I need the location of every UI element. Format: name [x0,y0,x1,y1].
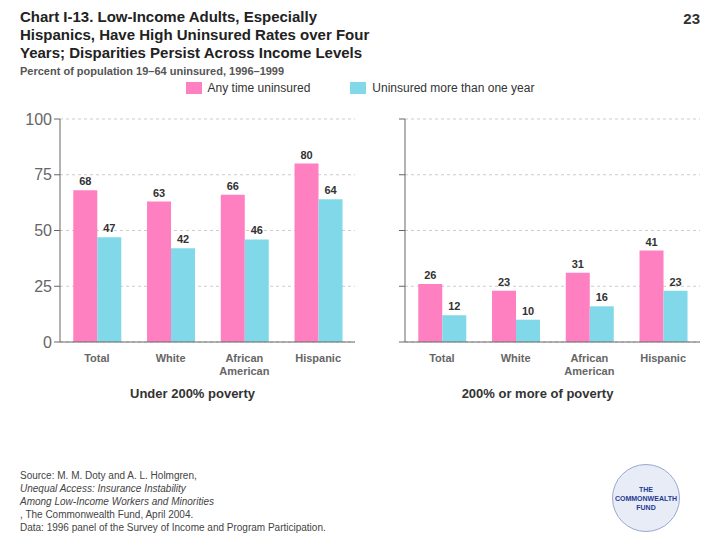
svg-text:12: 12 [448,300,460,312]
svg-text:Hispanic: Hispanic [295,352,341,364]
html-text:Any time uninsured: Any time uninsured [207,81,311,95]
svg-text:66: 66 [227,180,239,192]
svg-text:16: 16 [596,291,608,303]
svg-text:Hispanic: Hispanic [640,352,686,364]
svg-text:26: 26 [424,269,436,281]
svg-text:47: 47 [103,222,115,234]
html-text:Uninsured more than one year: Uninsured more than one year [372,81,535,95]
html-text:Chart I-13. Low-Income Adults,: Chart I-13. Low-Income Adults, Especiall… [20,8,370,61]
svg-text:31: 31 [572,258,584,270]
svg-text:23: 23 [498,276,510,288]
svg-text:10: 10 [522,305,534,317]
html-text:Under 200% poverty: Under 200% poverty [130,386,255,401]
svg-text:41: 41 [645,236,657,248]
svg-text:42: 42 [177,233,189,245]
svg-text:50: 50 [34,222,52,239]
svg-text:White: White [156,352,186,364]
html-text:Unequal Access: Insurance Inst: Unequal Access: Insurance Instability [20,483,186,494]
svg-text:46: 46 [251,224,263,236]
html-text:Percent of population 19–64 un: Percent of population 19–64 uninsured, 1… [20,65,285,77]
svg-text:Total: Total [429,352,454,364]
html-text:200% or more of poverty: 200% or more of poverty [461,386,614,401]
svg-text:25: 25 [34,278,52,295]
svg-text:AfricanAmerican: AfricanAmerican [564,352,614,377]
html-text:Source: M. M. Doty and A. L. H: Source: M. M. Doty and A. L. Holmgren, [20,470,200,481]
svg-text:100: 100 [25,111,52,128]
svg-text:63: 63 [153,187,165,199]
svg-text:23: 23 [669,276,681,288]
html-text:THE COMMONWEALTH FUND: THE COMMONWEALTH FUND [615,485,677,511]
html-text:23: 23 [683,10,700,27]
html-text:Among Low-Income Workers and M: Among Low-Income Workers and Minorities [20,496,214,507]
html-text:, The Commonwealth Fund, April: , The Commonwealth Fund, April 2004. [20,509,194,520]
svg-text:White: White [501,352,531,364]
svg-text:75: 75 [34,166,52,183]
svg-text:0: 0 [43,334,52,351]
html-text:Data: 1996 panel of the Survey: Data: 1996 panel of the Survey of Income… [20,522,326,533]
svg-text:Total: Total [84,352,109,364]
svg-text:AfricanAmerican: AfricanAmerican [219,352,269,377]
svg-text:80: 80 [300,149,312,161]
svg-text:68: 68 [79,175,91,187]
svg-text:64: 64 [324,184,337,196]
